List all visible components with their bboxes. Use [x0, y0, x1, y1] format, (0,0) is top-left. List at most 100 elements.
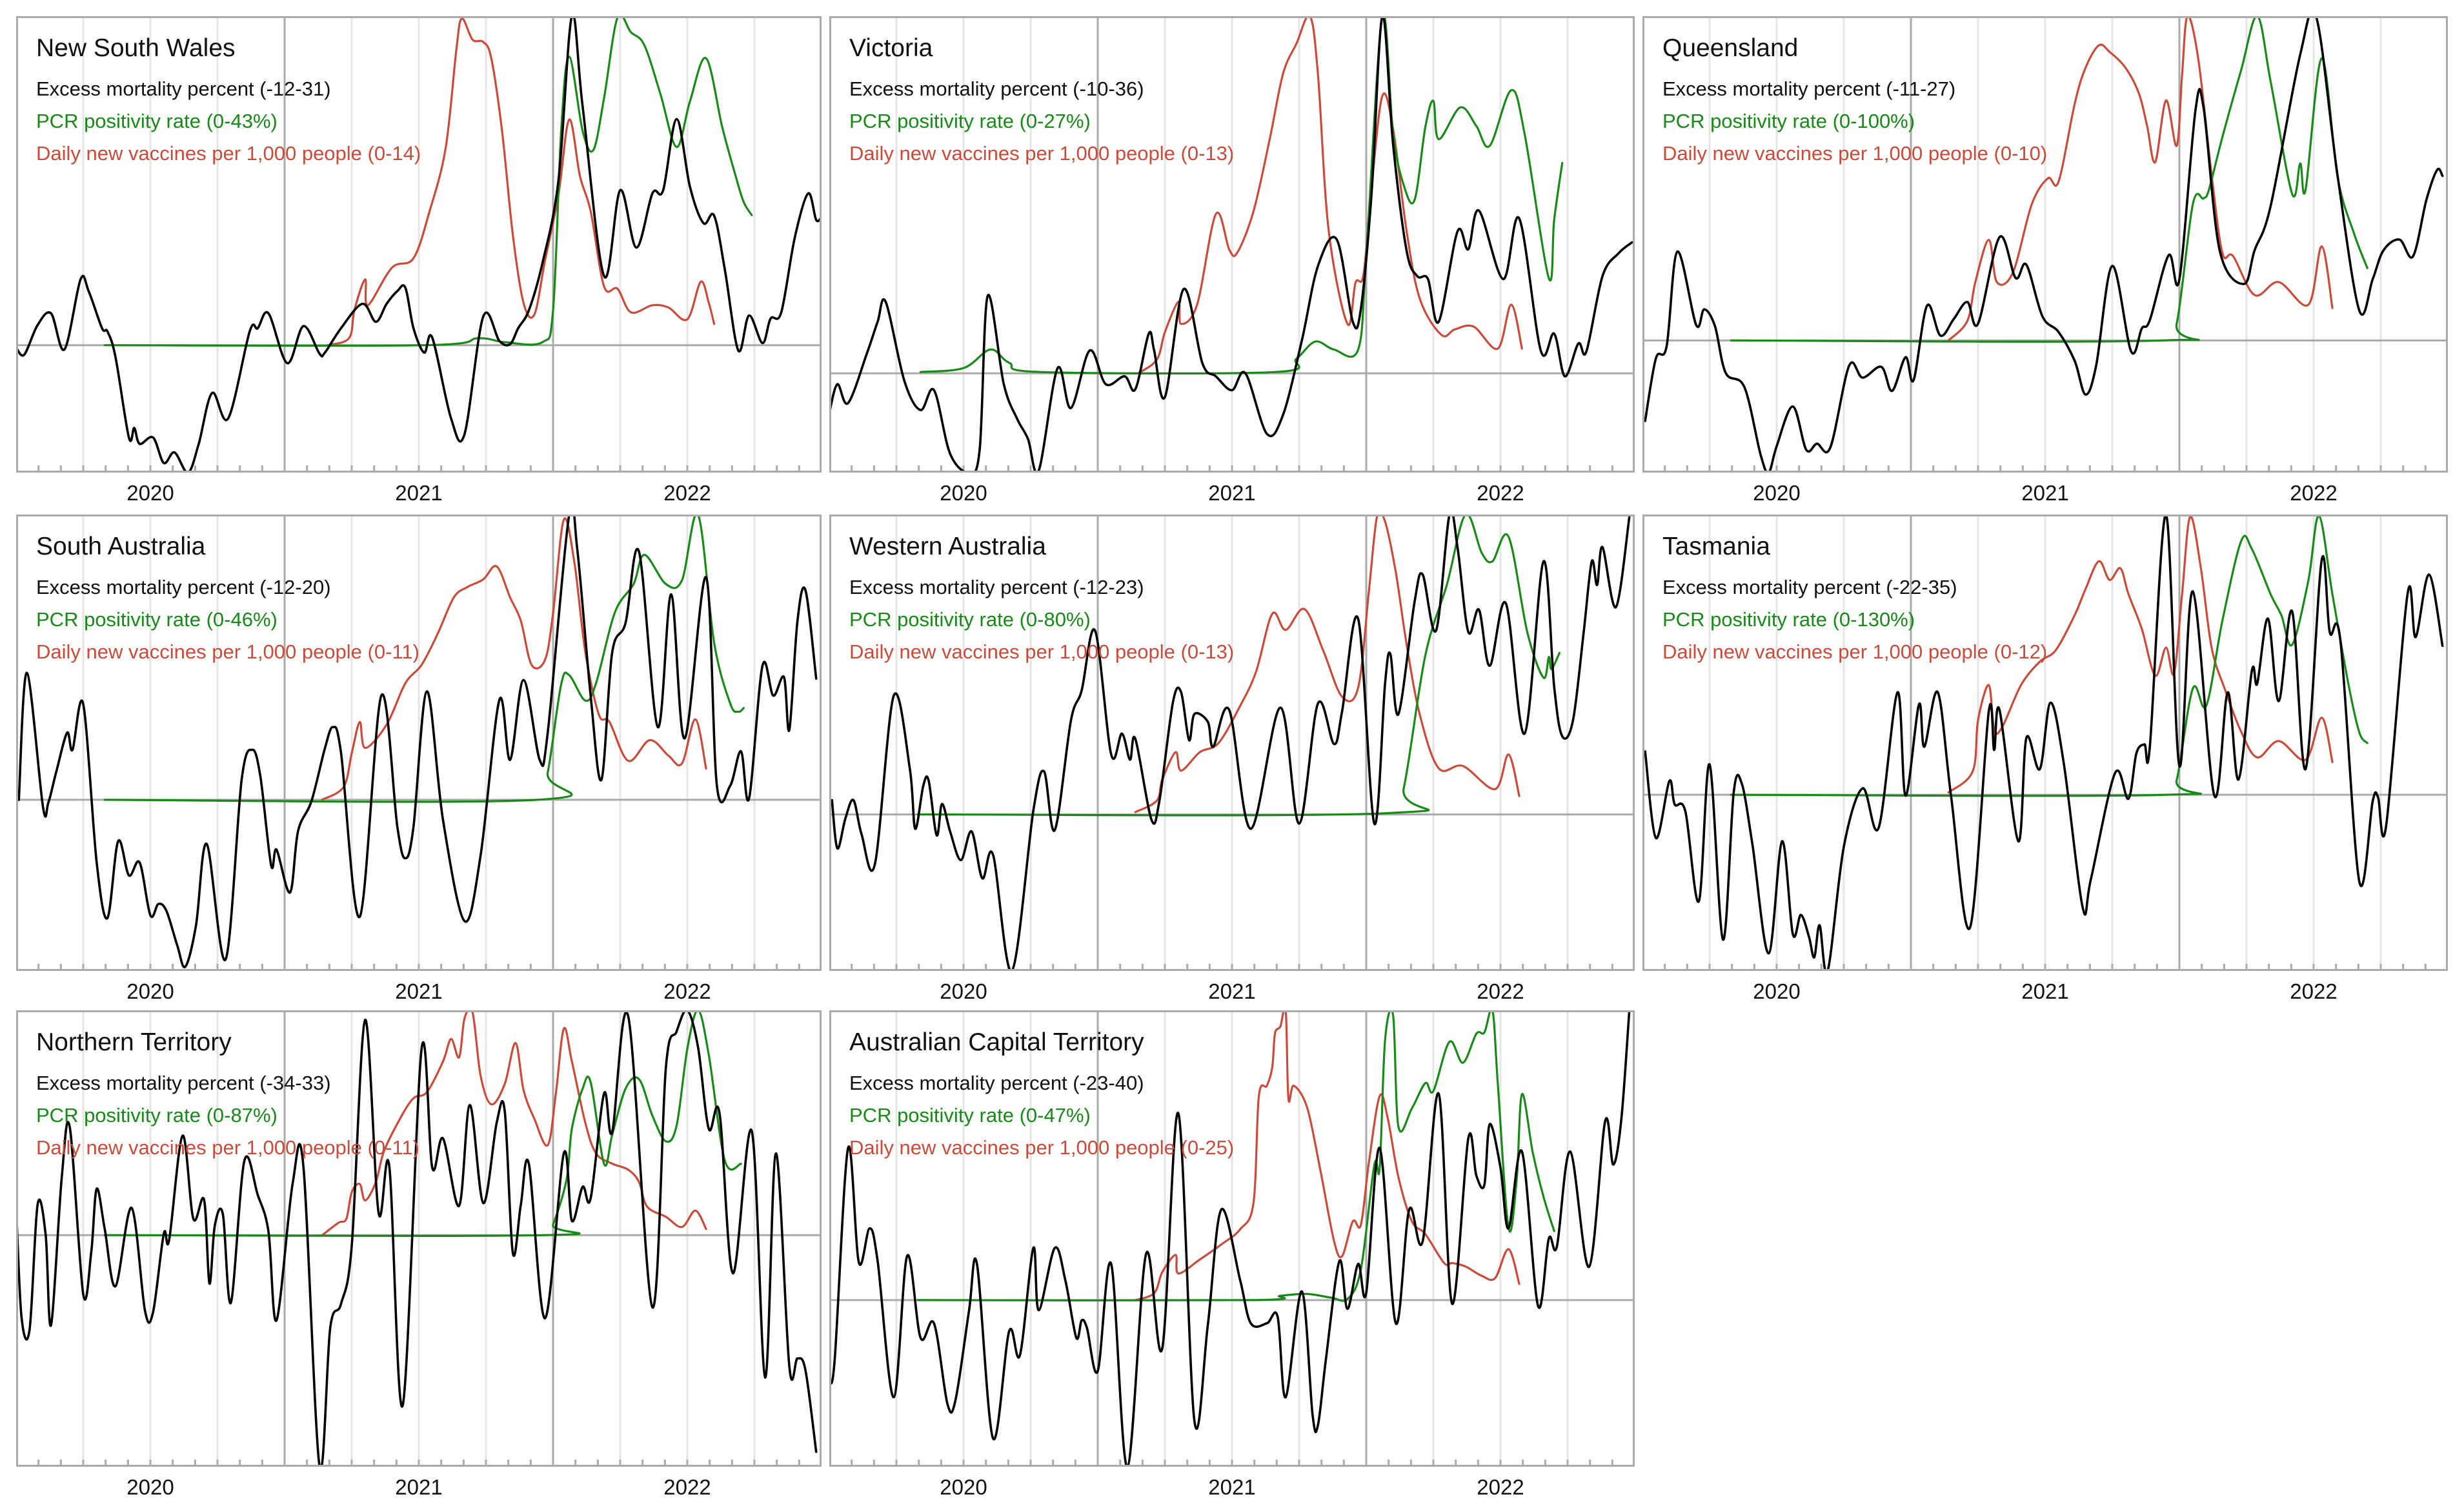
- legend-vaccines: Daily new vaccines per 1,000 people (0-1…: [849, 142, 1235, 165]
- pcr-positivity-line: [1730, 16, 2368, 343]
- x-tick-label: 2020: [126, 979, 174, 1003]
- x-tick-label: 2021: [2021, 979, 2069, 1003]
- panel-border: [829, 515, 1635, 971]
- legend-vaccines: Daily new vaccines per 1,000 people (0-1…: [1662, 640, 2048, 663]
- panel-title: Victoria: [849, 34, 933, 62]
- x-tick-label: 2020: [940, 481, 987, 505]
- x-tick-label: 2022: [1477, 481, 1524, 505]
- vaccines-line: [321, 517, 707, 801]
- panel-south-australia: South Australia Excess mortality percent …: [16, 515, 822, 1002]
- x-tick-label: 2021: [1208, 1475, 1256, 1499]
- x-tick-label: 2021: [395, 979, 443, 1003]
- pcr-positivity-line: [919, 16, 1564, 375]
- vaccines-line: [1947, 16, 2334, 342]
- mortality-line: [831, 515, 1631, 971]
- vaccines-line: [327, 17, 716, 347]
- panel-border: [16, 1010, 822, 1467]
- mortality-line: [829, 1010, 1631, 1467]
- legend-vaccines: Daily new vaccines per 1,000 people (0-1…: [36, 1136, 419, 1159]
- panel-border: [829, 1010, 1635, 1467]
- panel-title: Queensland: [1662, 34, 1799, 62]
- vaccines-line: [1134, 515, 1520, 813]
- legend-vaccines: Daily new vaccines per 1,000 people (0-1…: [36, 142, 421, 165]
- panel-title: South Australia: [36, 533, 206, 560]
- panel-title: Northern Territory: [36, 1028, 232, 1056]
- mortality-line: [17, 515, 818, 968]
- x-tick-label: 2020: [1753, 979, 1801, 1003]
- plot-area: [16, 16, 822, 473]
- panel-border: [1642, 515, 2448, 971]
- x-tick-label: 2022: [663, 1475, 711, 1499]
- panel-tasmania: Tasmania Excess mortality percent (-22-35…: [1642, 515, 2448, 1002]
- vaccines-line: [1134, 1010, 1520, 1301]
- legend-pcr-positivity: PCR positivity rate (0-87%): [36, 1104, 278, 1127]
- x-tick-label: 2021: [1208, 979, 1256, 1003]
- panel-title: Western Australia: [849, 533, 1046, 560]
- plot-area: [829, 1010, 1635, 1467]
- panel-title: Australian Capital Territory: [849, 1028, 1144, 1056]
- vaccines-line: [321, 1010, 707, 1236]
- legend-mortality: Excess mortality percent (-22-35): [1662, 576, 1957, 598]
- plot-area: [829, 515, 1635, 971]
- plot-area: [16, 515, 822, 971]
- pcr-positivity-line: [103, 16, 753, 347]
- x-tick-label: 2022: [2290, 481, 2338, 505]
- series-group: [17, 515, 818, 968]
- legend-vaccines: Daily new vaccines per 1,000 people (0-1…: [36, 640, 419, 663]
- legend-pcr-positivity: PCR positivity rate (0-47%): [849, 1104, 1091, 1127]
- x-tick-label: 2020: [1753, 481, 1801, 505]
- x-tick-label: 2021: [395, 481, 443, 505]
- pcr-positivity-line: [1730, 515, 2368, 797]
- x-tick-label: 2022: [663, 979, 711, 1003]
- pcr-positivity-line: [916, 1010, 1555, 1302]
- panel-queensland: Queensland Excess mortality percent (-11-…: [1642, 16, 2448, 504]
- series-group: [1644, 515, 2444, 971]
- plot-area: [16, 1010, 822, 1467]
- plot-area: [829, 16, 1635, 473]
- panel-northern-territory: Northern Territory Excess mortality perce…: [16, 1010, 822, 1498]
- legend-mortality: Excess mortality percent (-10-36): [849, 77, 1144, 100]
- legend-pcr-positivity: PCR positivity rate (0-43%): [36, 110, 278, 132]
- series-group: [829, 1010, 1631, 1467]
- x-tick-label: 2021: [395, 1475, 443, 1499]
- legend-vaccines: Daily new vaccines per 1,000 people (0-1…: [1662, 142, 2048, 165]
- legend-pcr-positivity: PCR positivity rate (0-80%): [849, 608, 1091, 631]
- panel-australian-capital-territory: Australian Capital Territory Excess morta…: [829, 1010, 1635, 1498]
- panel-border: [829, 16, 1635, 473]
- panel-border: [1642, 16, 2448, 473]
- series-group: [16, 16, 822, 473]
- legend-vaccines: Daily new vaccines per 1,000 people (0-2…: [849, 1136, 1235, 1159]
- mortality-line: [1644, 515, 2444, 971]
- panel-border: [16, 515, 822, 971]
- x-tick-label: 2020: [126, 1475, 174, 1499]
- x-tick-label: 2022: [663, 481, 711, 505]
- legend-mortality: Excess mortality percent (-23-40): [849, 1072, 1144, 1094]
- legend-mortality: Excess mortality percent (-34-33): [36, 1072, 331, 1094]
- panel-victoria: Victoria Excess mortality percent (-10-36…: [829, 16, 1635, 504]
- panel-new-south-wales: New South Wales Excess mortality percent …: [16, 16, 822, 504]
- x-tick-label: 2020: [940, 979, 987, 1003]
- x-tick-label: 2021: [2021, 481, 2069, 505]
- panel-western-australia: Western Australia Excess mortality percen…: [829, 515, 1635, 1002]
- legend-mortality: Excess mortality percent (-12-20): [36, 576, 331, 598]
- plot-area: [1642, 515, 2448, 971]
- x-tick-label: 2020: [940, 1475, 987, 1499]
- legend-pcr-positivity: PCR positivity rate (0-27%): [849, 110, 1091, 132]
- legend-pcr-positivity: PCR positivity rate (0-130%): [1662, 608, 1915, 631]
- legend-mortality: Excess mortality percent (-11-27): [1662, 77, 1956, 100]
- panel-border: [16, 16, 822, 473]
- plot-area: [1642, 16, 2448, 473]
- vaccines-line: [1136, 16, 1523, 374]
- x-tick-label: 2022: [1477, 979, 1524, 1003]
- x-tick-label: 2022: [2290, 979, 2338, 1003]
- legend-pcr-positivity: PCR positivity rate (0-100%): [1662, 110, 1915, 132]
- x-tick-label: 2020: [126, 481, 174, 505]
- legend-pcr-positivity: PCR positivity rate (0-46%): [36, 608, 278, 631]
- mortality-line: [16, 16, 822, 473]
- panel-title: Tasmania: [1662, 533, 1770, 560]
- x-tick-label: 2022: [1477, 1475, 1524, 1499]
- x-tick-label: 2021: [1208, 481, 1256, 505]
- mortality-line: [16, 1010, 818, 1467]
- legend-vaccines: Daily new vaccines per 1,000 people (0-1…: [849, 640, 1235, 663]
- legend-mortality: Excess mortality percent (-12-23): [849, 576, 1144, 598]
